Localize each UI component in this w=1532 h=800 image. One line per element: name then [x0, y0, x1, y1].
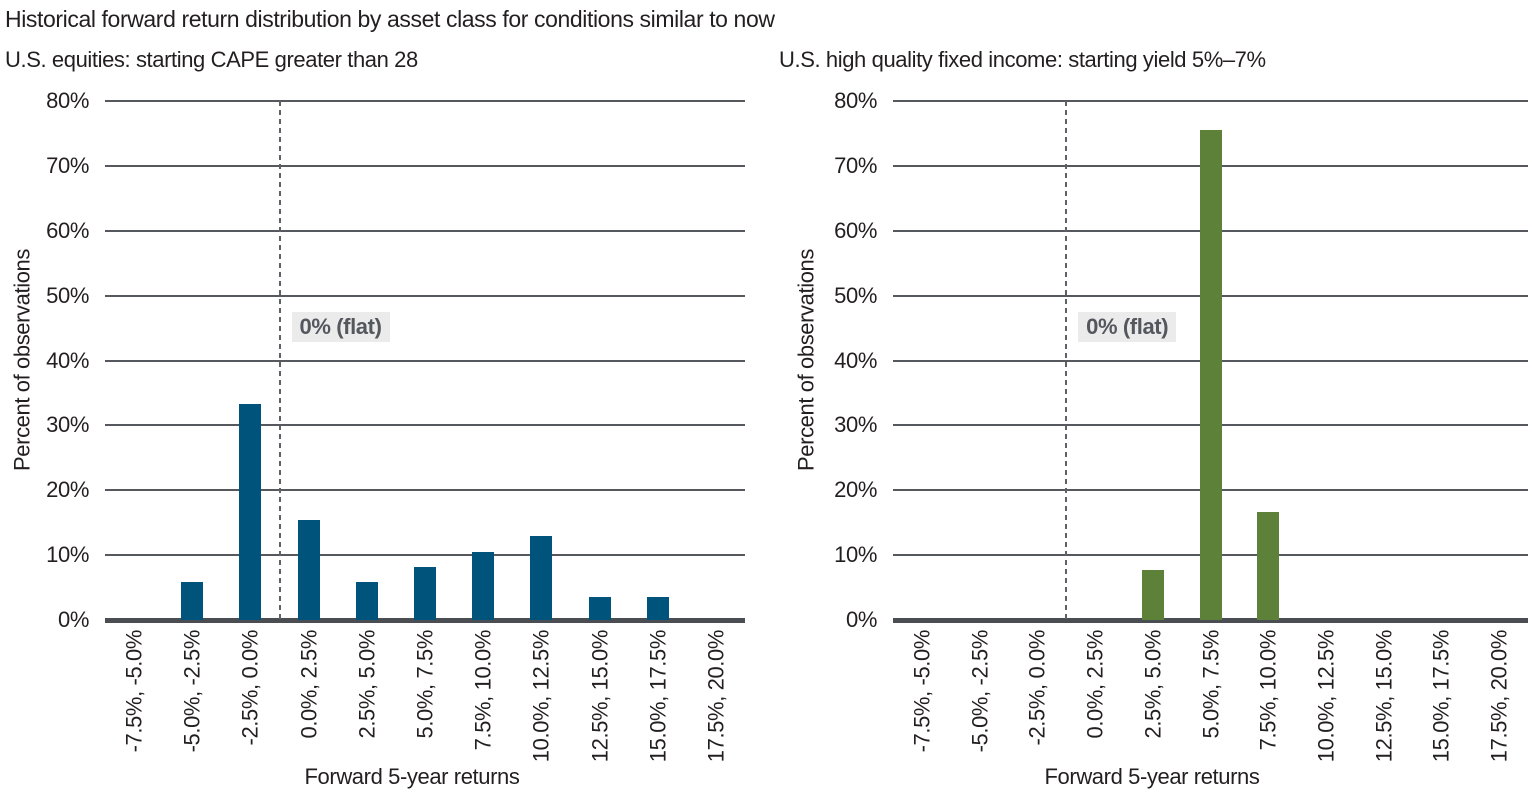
figure-title: Historical forward return distribution b… — [5, 6, 775, 32]
y-tick-label: 80% — [46, 88, 89, 113]
y-tick-label: 80% — [834, 88, 877, 113]
gridline — [105, 554, 745, 557]
x-axis-title: Forward 5-year returns — [304, 764, 520, 789]
bar — [530, 535, 553, 620]
y-tick-label: 60% — [834, 217, 877, 243]
x-tick-label: 0.0%, 2.5% — [1082, 630, 1108, 739]
x-tick-label: 17.5%, 20.0% — [1486, 630, 1512, 763]
x-tick-label: 2.5%, 5.0% — [1140, 630, 1166, 739]
bar — [1257, 511, 1280, 620]
y-tick-label: 10% — [46, 542, 89, 568]
y-tick-label: 40% — [834, 347, 877, 373]
bar — [181, 582, 204, 620]
gridline — [105, 100, 745, 102]
flat-annotation: 0% (flat) — [291, 312, 390, 342]
zero-return-dashed-line — [278, 101, 281, 620]
x-tick-label: -2.5%, 0.0% — [1024, 630, 1050, 746]
chart-subtitle: U.S. high quality fixed income: starting… — [779, 47, 1266, 72]
y-tick-label: 40% — [46, 347, 89, 373]
gridline — [105, 229, 745, 232]
bar — [239, 403, 262, 620]
gridline — [105, 164, 745, 167]
y-tick-label: 20% — [46, 477, 89, 503]
flat-annotation: 0% (flat) — [1078, 312, 1177, 342]
bar — [414, 567, 436, 620]
x-tick-label: 15.0%, 17.5% — [1428, 630, 1454, 763]
bar — [588, 597, 611, 620]
chart-subtitle: U.S. equities: starting CAPE greater tha… — [5, 47, 418, 72]
x-tick-label: 7.5%, 10.0% — [1255, 630, 1281, 751]
x-axis-title: Forward 5-year returns — [1044, 764, 1260, 789]
x-tick-label: -5.0%, -2.5% — [967, 630, 993, 753]
zero-return-dashed-line — [1065, 101, 1068, 620]
y-tick-label: 30% — [834, 412, 877, 438]
y-tick-label: 10% — [834, 542, 877, 568]
plot-area: 0% (flat) — [893, 100, 1528, 623]
bar — [355, 582, 378, 620]
plot-area: 0% (flat) — [105, 100, 745, 623]
y-tick-label: 20% — [834, 477, 877, 503]
gridline — [105, 489, 745, 492]
bar — [646, 597, 669, 620]
bar — [1199, 129, 1222, 620]
y-tick-label: 70% — [46, 152, 89, 178]
x-axis-baseline — [105, 618, 745, 623]
y-tick-label: 30% — [46, 412, 89, 438]
bar — [472, 551, 495, 620]
x-tick-label: 5.0%, 7.5% — [1197, 630, 1223, 739]
y-tick-label: 50% — [834, 282, 877, 308]
x-axis-baseline — [893, 618, 1528, 623]
bar — [1141, 570, 1164, 620]
bar — [297, 520, 320, 620]
gridline — [105, 359, 745, 362]
y-tick-label: 50% — [46, 282, 89, 308]
y-tick-label: 0% — [846, 607, 877, 632]
x-tick-label: 10.0%, 12.5% — [1313, 630, 1339, 763]
gridline — [105, 294, 745, 297]
x-tick-label: 12.5%, 15.0% — [1371, 630, 1397, 763]
y-tick-label: 0% — [58, 607, 89, 632]
y-tick-label: 60% — [46, 217, 89, 243]
gridline — [893, 100, 1528, 102]
y-tick-label: 70% — [834, 152, 877, 178]
gridline — [105, 424, 745, 427]
y-axis-title: Percent of observations — [793, 249, 819, 471]
x-tick-label: -7.5%, -5.0% — [909, 630, 935, 753]
